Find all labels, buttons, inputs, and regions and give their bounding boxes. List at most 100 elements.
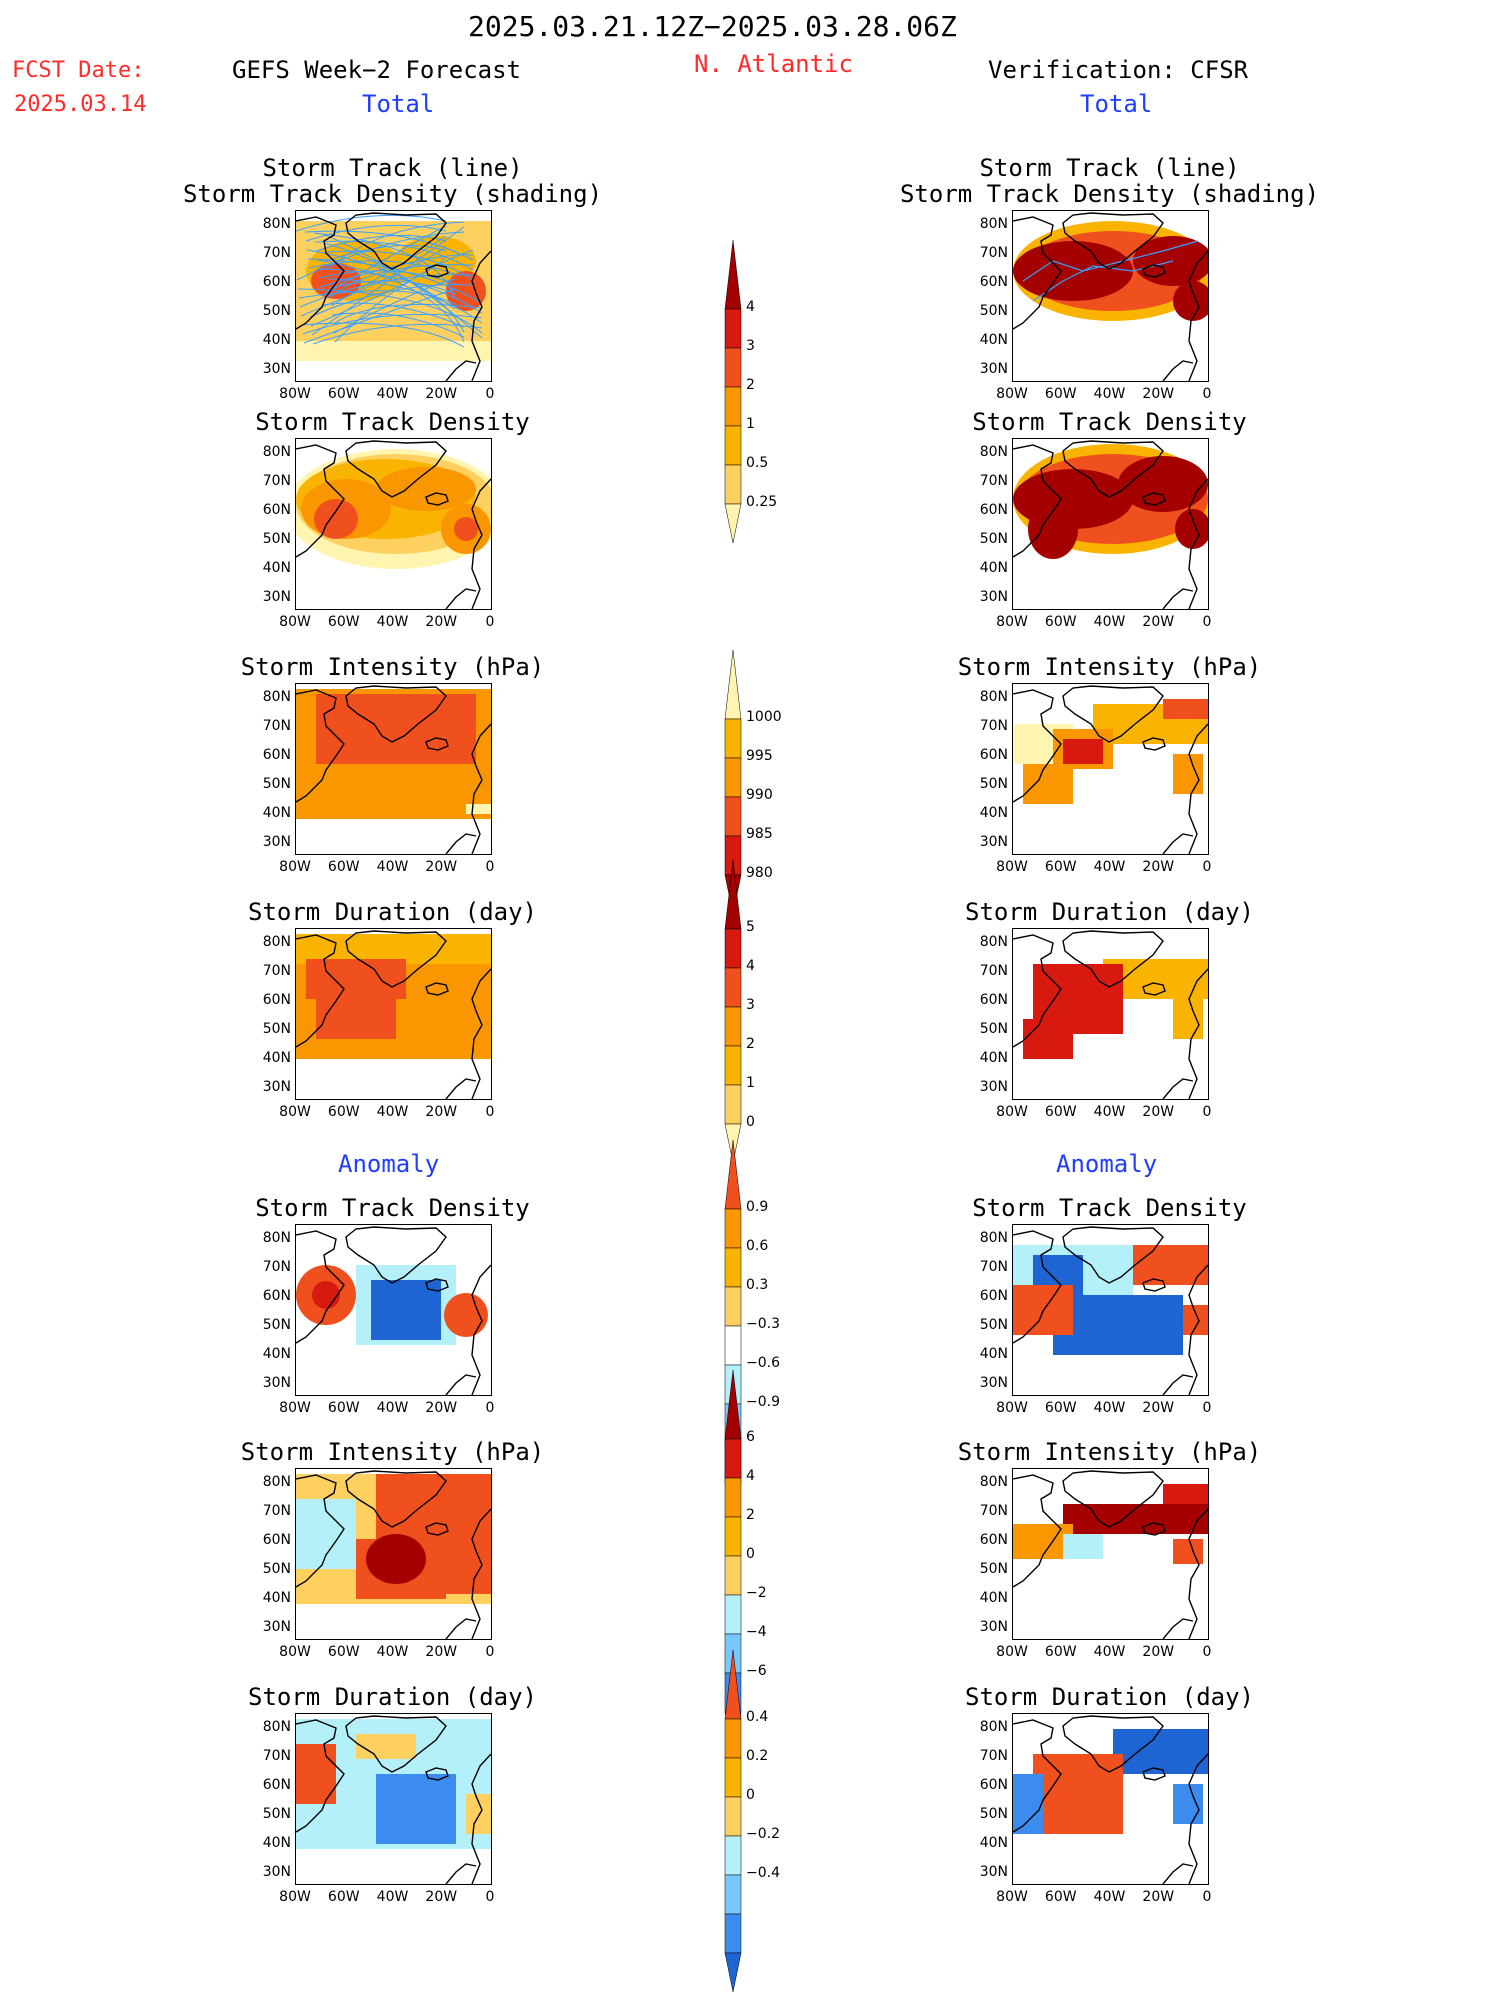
lat-tick-label: 60N <box>262 1532 291 1548</box>
gefs-panel-title: Storm Track Density <box>255 1194 530 1222</box>
cfsr-map-c_dens_anom <box>1012 1224 1209 1396</box>
gefs-panel-title: Storm Track (line) <box>262 154 523 182</box>
lat-tick-label: 70N <box>979 1259 1008 1275</box>
lon-tick-label: 40W <box>376 614 409 630</box>
lat-tick-label: 70N <box>262 718 291 734</box>
lat-tick-label: 50N <box>979 303 1008 319</box>
gefs-map-g_int_anom <box>295 1468 492 1640</box>
lat-tick-label: 40N <box>979 805 1008 821</box>
lon-tick-label: 40W <box>1093 1400 1126 1416</box>
lat-tick-label: 60N <box>979 502 1008 518</box>
lat-tick-label: 60N <box>979 747 1008 763</box>
cfsr-panel-title: Storm Track Density (shading) <box>899 180 1320 208</box>
lat-tick-label: 30N <box>979 1619 1008 1635</box>
gefs-map-g_dur_anom <box>295 1713 492 1885</box>
colorbar-tick-label: 0 <box>746 1114 755 1130</box>
lat-tick-label: 30N <box>262 1619 291 1635</box>
lat-tick-label: 40N <box>979 560 1008 576</box>
lon-tick-label: 40W <box>376 1889 409 1905</box>
lon-tick-label: 20W <box>1142 1400 1175 1416</box>
colorbar-tick-label: 2 <box>746 377 755 393</box>
lon-tick-label: 60W <box>1044 614 1077 630</box>
lat-tick-label: 50N <box>979 531 1008 547</box>
lat-tick-label: 80N <box>262 444 291 460</box>
lon-tick-label: 0 <box>1202 614 1212 630</box>
lon-tick-label: 80W <box>279 614 311 630</box>
lon-tick-label: 60W <box>1044 859 1077 875</box>
lat-tick-label: 70N <box>262 1503 291 1519</box>
lat-tick-label: 80N <box>979 1230 1008 1246</box>
colorbar-tick-label: 1 <box>746 1075 755 1091</box>
gefs-total-label: Total <box>362 90 435 118</box>
colorbar-tick-label: 980 <box>746 865 773 881</box>
lat-tick-label: 80N <box>262 934 291 950</box>
lon-tick-label: 20W <box>1142 1644 1175 1660</box>
colorbar-tick-label: 4 <box>746 299 755 315</box>
cfsr-anomaly-label: Anomaly <box>1056 1150 1158 1178</box>
lon-tick-label: 40W <box>1093 614 1126 630</box>
lon-tick-label: 40W <box>1093 386 1126 402</box>
colorbar-tick-label: 0.9 <box>746 1199 769 1215</box>
lat-tick-label: 60N <box>979 1288 1008 1304</box>
colorbar-tick-label: −0.9 <box>746 1394 780 1410</box>
colorbar-tick-label: 2 <box>746 1507 755 1523</box>
lat-tick-label: 40N <box>979 1346 1008 1362</box>
colorbar-tick-label: 1000 <box>746 709 782 725</box>
cfsr-total-label: Total <box>1080 90 1153 118</box>
cfsr-panel-title: Storm Duration (day) <box>965 898 1254 926</box>
lon-tick-label: 40W <box>376 859 409 875</box>
lat-tick-label: 60N <box>262 992 291 1008</box>
lon-tick-label: 20W <box>1142 1104 1175 1120</box>
lon-tick-label: 80W <box>996 1644 1028 1660</box>
cfsr-panel-title: Storm Intensity (hPa) <box>957 653 1262 681</box>
lat-tick-label: 40N <box>262 560 291 576</box>
lat-tick-label: 60N <box>262 747 291 763</box>
colorbar-tick-label: −2 <box>746 1585 767 1601</box>
gefs-panel-title: Storm Track Density (shading) <box>182 180 603 208</box>
lon-tick-label: 80W <box>279 1889 311 1905</box>
lon-tick-label: 40W <box>1093 1889 1126 1905</box>
lat-tick-label: 30N <box>262 834 291 850</box>
lon-tick-label: 60W <box>1044 1104 1077 1120</box>
gefs-title: GEFS Week−2 Forecast <box>232 56 521 84</box>
gefs-panel-title: Storm Duration (day) <box>248 1683 537 1711</box>
lon-tick-label: 80W <box>279 1400 311 1416</box>
lon-tick-label: 20W <box>1142 386 1175 402</box>
colorbar-tick-label: 1 <box>746 416 755 432</box>
lon-tick-label: 40W <box>376 1644 409 1660</box>
lon-tick-label: 0 <box>485 1104 495 1120</box>
colorbar-tick-label: 3 <box>746 997 755 1013</box>
lon-tick-label: 20W <box>425 1400 458 1416</box>
lon-tick-label: 60W <box>327 1104 360 1120</box>
lat-tick-label: 40N <box>262 1050 291 1066</box>
colorbar-tick-label: 0.4 <box>746 1709 769 1725</box>
lon-tick-label: 40W <box>1093 1644 1126 1660</box>
lon-tick-label: 0 <box>1202 859 1212 875</box>
lat-tick-label: 80N <box>979 216 1008 232</box>
lon-tick-label: 60W <box>1044 1400 1077 1416</box>
lat-tick-label: 80N <box>262 689 291 705</box>
lon-tick-label: 60W <box>327 1889 360 1905</box>
gefs-map-g_intensity <box>295 683 492 855</box>
cfsr-panel-title: Storm Intensity (hPa) <box>957 1438 1262 1466</box>
lat-tick-label: 40N <box>262 332 291 348</box>
lon-tick-label: 60W <box>327 859 360 875</box>
lat-tick-label: 30N <box>262 1864 291 1880</box>
lat-tick-label: 80N <box>262 1474 291 1490</box>
lat-tick-label: 60N <box>979 274 1008 290</box>
lon-tick-label: 0 <box>1202 1644 1212 1660</box>
lon-tick-label: 20W <box>425 1104 458 1120</box>
lon-tick-label: 40W <box>376 1104 409 1120</box>
lat-tick-label: 30N <box>979 589 1008 605</box>
lon-tick-label: 40W <box>1093 1104 1126 1120</box>
lat-tick-label: 50N <box>262 776 291 792</box>
colorbar-tick-label: −6 <box>746 1663 767 1679</box>
lat-tick-label: 70N <box>262 245 291 261</box>
lat-tick-label: 60N <box>262 274 291 290</box>
colorbar-tick-label: 2 <box>746 1036 755 1052</box>
lat-tick-label: 80N <box>979 934 1008 950</box>
colorbar-tick-label: −0.2 <box>746 1826 780 1842</box>
lat-tick-label: 70N <box>979 718 1008 734</box>
lon-tick-label: 0 <box>485 1889 495 1905</box>
lat-tick-label: 50N <box>262 531 291 547</box>
